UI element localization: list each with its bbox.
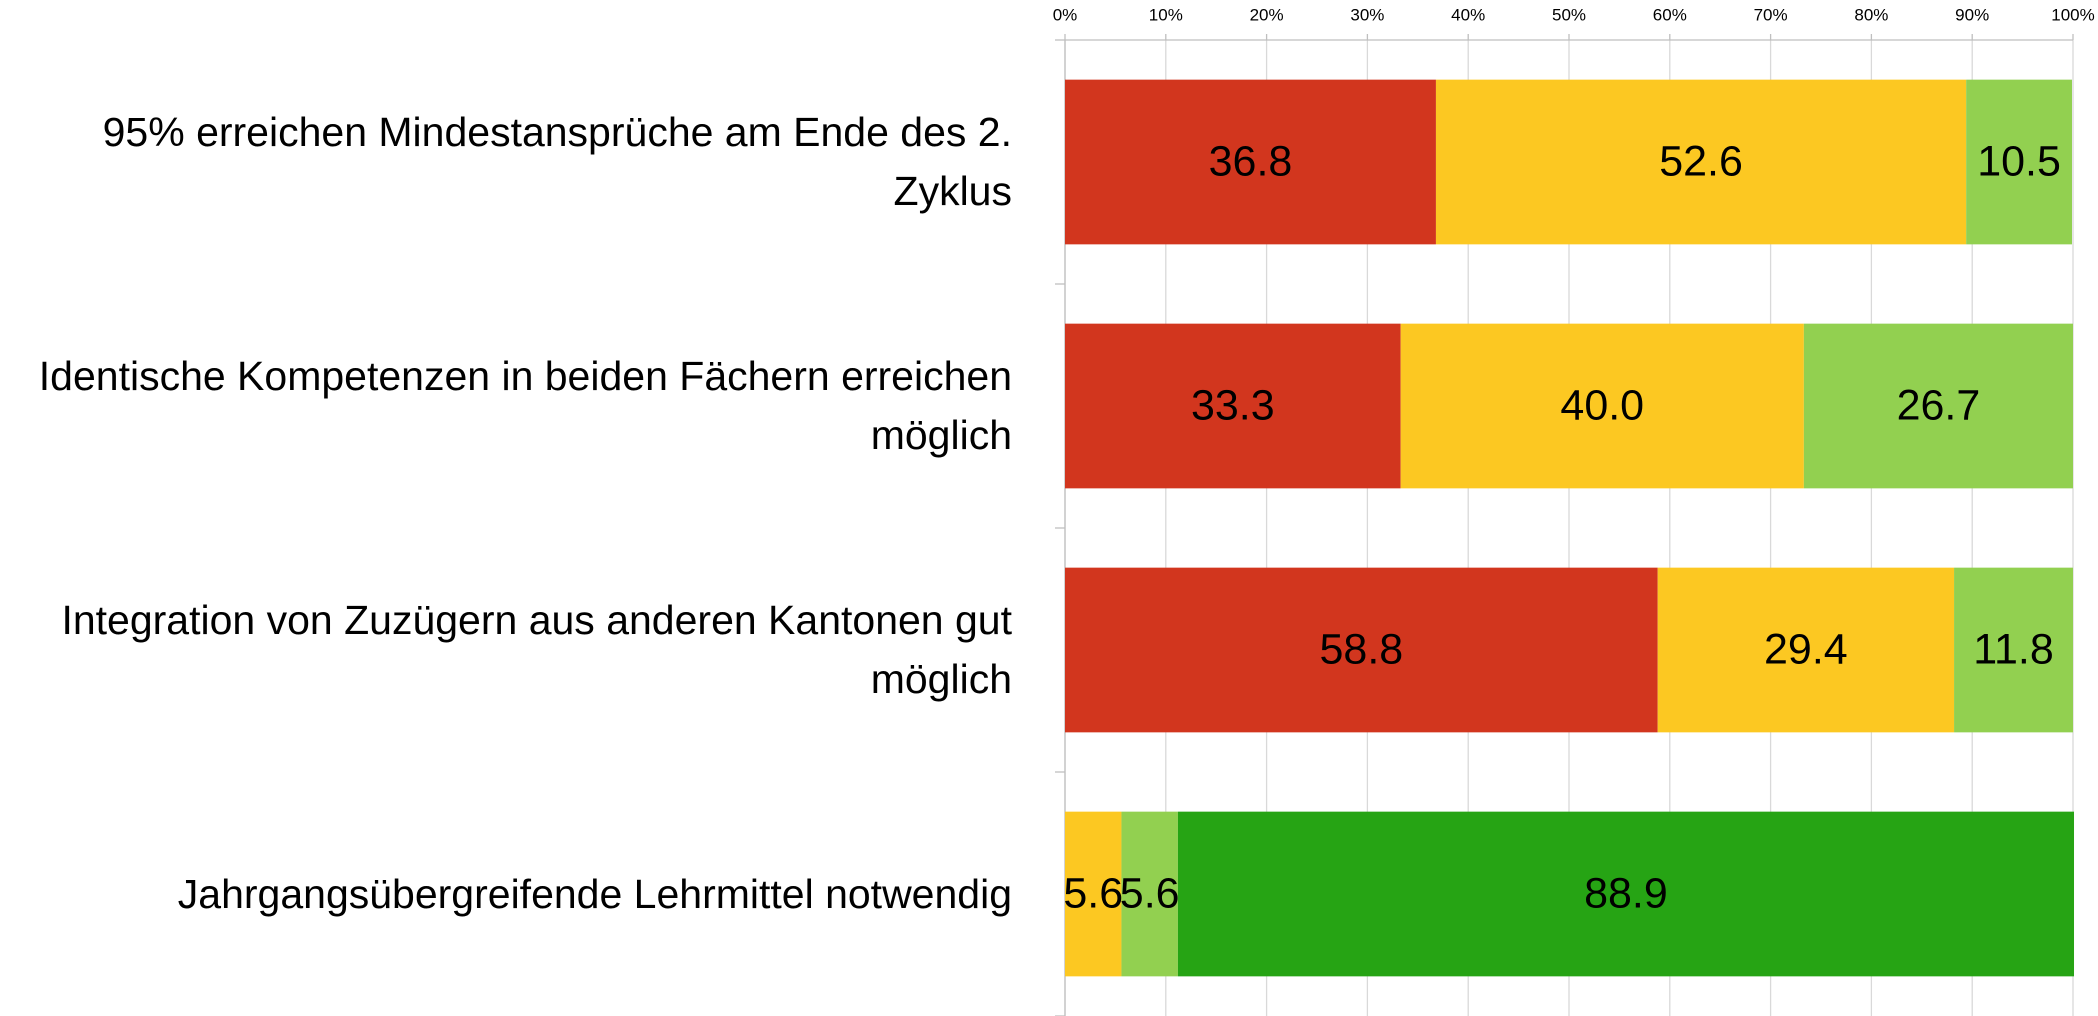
data-label: 33.3: [1191, 381, 1275, 429]
category-label: 95% erreichen Mindestansprüche am Ende d…: [102, 109, 1012, 214]
data-label: 29.4: [1764, 625, 1848, 673]
bar-segment: [1657, 567, 1955, 733]
data-label: 26.7: [1897, 381, 1981, 429]
data-label: 40.0: [1560, 381, 1644, 429]
data-label: 58.8: [1320, 625, 1404, 673]
bar-segment: [1966, 79, 2072, 245]
x-tick-label: 80%: [1854, 5, 1888, 24]
x-tick-label: 40%: [1451, 5, 1485, 24]
data-label: 10.5: [1977, 137, 2061, 185]
bar-segment: [1803, 323, 2073, 489]
category-label: Integration von Zuzügern aus anderen Kan…: [61, 597, 1012, 702]
bar-segment: [1065, 811, 1122, 977]
bar-segment: [1065, 567, 1658, 733]
x-tick-label: 60%: [1653, 5, 1687, 24]
bar-segment: [1177, 811, 2075, 977]
bar-segment: [1065, 79, 1436, 245]
x-tick-label: 50%: [1552, 5, 1586, 24]
data-label: 11.8: [1973, 625, 2054, 673]
x-tick-label: 30%: [1350, 5, 1384, 24]
data-label: 88.9: [1584, 869, 1668, 917]
x-tick-label: 70%: [1754, 5, 1788, 24]
bar-segment: [1065, 323, 1401, 489]
x-tick-label: 0%: [1053, 5, 1078, 24]
bar-segment: [1400, 323, 1804, 489]
data-label: 36.8: [1209, 137, 1293, 185]
category-label: Identische Kompetenzen in beiden Fächern…: [38, 353, 1012, 458]
x-tick-label: 10%: [1149, 5, 1183, 24]
bar-segment: [1121, 811, 1178, 977]
data-label: 5.6: [1063, 869, 1123, 917]
bar-segment: [1954, 567, 2073, 733]
category-label: Jahrgangsübergreifende Lehrmittel notwen…: [177, 870, 1012, 917]
data-label: 52.6: [1659, 137, 1743, 185]
bar-segment: [1435, 79, 1967, 245]
x-tick-label: 20%: [1250, 5, 1284, 24]
x-tick-label: 90%: [1955, 5, 1989, 24]
data-label: 5.6: [1120, 869, 1180, 917]
x-tick-label: 100%: [2051, 5, 2094, 24]
